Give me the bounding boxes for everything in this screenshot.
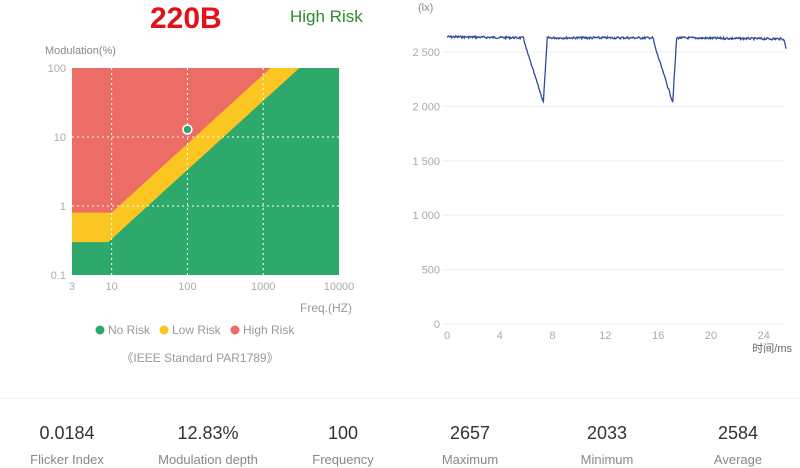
risk-level: High Risk bbox=[290, 7, 363, 26]
standard-caption: 《IEEE Standard PAR1789》 bbox=[121, 351, 278, 365]
x-tick-label: 12 bbox=[599, 330, 611, 342]
x-tick-label: 10000 bbox=[324, 281, 355, 293]
x-tick-label: 24 bbox=[758, 330, 770, 342]
y-tick-label: 2 000 bbox=[412, 101, 440, 113]
y-tick-label: 0.1 bbox=[51, 270, 66, 282]
stat-label: Average bbox=[713, 452, 763, 467]
stat-maximum: 2657 Maximum bbox=[405, 423, 535, 467]
stat-value: 2657 bbox=[449, 423, 491, 443]
legend-no-risk: No Risk bbox=[108, 323, 151, 337]
stat-value: 2584 bbox=[717, 423, 759, 443]
legend-high-risk-dot bbox=[230, 325, 240, 335]
x-axis-label: Freq.(HZ) bbox=[300, 301, 352, 315]
stat-value: 0.0184 bbox=[39, 423, 95, 443]
x-tick-label: 100 bbox=[178, 281, 196, 293]
y-axis-label: Modulation(%) bbox=[45, 45, 116, 57]
stat-label: Frequency bbox=[312, 452, 374, 467]
x-tick-label: 8 bbox=[550, 330, 556, 342]
y-tick-label: 0 bbox=[434, 319, 440, 331]
legend-high-risk: High Risk bbox=[243, 323, 295, 337]
x-tick-label: 1000 bbox=[251, 281, 275, 293]
legend-low-risk-dot bbox=[159, 325, 169, 335]
stats-bar: 0.0184 Flicker Index 12.83% Modulation dep… bbox=[0, 398, 800, 468]
stat-minimum: 2033 Minimum bbox=[542, 423, 672, 467]
legend-no-risk-dot bbox=[95, 325, 105, 335]
stat-average: 2584 Average bbox=[673, 423, 800, 467]
measurement-point bbox=[182, 124, 193, 135]
x-tick-label: 0 bbox=[444, 330, 450, 342]
no-risk-region bbox=[72, 68, 339, 275]
stat-value: 100 bbox=[327, 423, 359, 443]
device-title: 220B bbox=[150, 2, 222, 35]
stat-label: Minimum bbox=[580, 452, 634, 467]
y-tick-label: 500 bbox=[422, 265, 440, 277]
stat-value: 12.83% bbox=[177, 423, 239, 443]
stat-label: Maximum bbox=[441, 452, 499, 467]
flicker-risk-chart: Modulation(%) 3 10 100 1000 10000 100 10 1 0.1 F… bbox=[45, 45, 355, 365]
y-tick-label: 2 500 bbox=[412, 47, 440, 59]
stat-modulation-depth: 12.83% Modulation depth bbox=[143, 423, 273, 467]
y-axis-unit: (lx) bbox=[418, 2, 433, 14]
x-tick-label: 4 bbox=[497, 330, 503, 342]
stat-label: Flicker Index bbox=[30, 452, 104, 467]
stat-frequency: 100 Frequency bbox=[278, 423, 408, 467]
stat-flicker-index: 0.0184 Flicker Index bbox=[2, 423, 132, 467]
y-tick-label: 1 000 bbox=[412, 210, 440, 222]
y-tick-label: 1 500 bbox=[412, 156, 440, 168]
y-tick-label: 100 bbox=[48, 63, 66, 75]
y-tick-label: 1 bbox=[60, 201, 66, 213]
stat-value: 2033 bbox=[586, 423, 628, 443]
stat-label: Modulation depth bbox=[158, 452, 258, 467]
y-tick-label: 10 bbox=[54, 132, 66, 144]
x-tick-label: 16 bbox=[652, 330, 664, 342]
legend: No Risk Low Risk High Risk bbox=[95, 323, 295, 337]
x-tick-label: 10 bbox=[106, 281, 118, 293]
legend-low-risk: Low Risk bbox=[172, 323, 222, 337]
illuminance-line bbox=[446, 34, 787, 104]
x-tick-label: 3 bbox=[69, 281, 75, 293]
x-axis-label: 时间/ms bbox=[752, 342, 792, 355]
x-tick-label: 20 bbox=[705, 330, 717, 342]
waveform-chart: (lx) 2 500 2 000 1 500 1 000 500 00 4 8 12 16 20 24… bbox=[412, 2, 792, 355]
